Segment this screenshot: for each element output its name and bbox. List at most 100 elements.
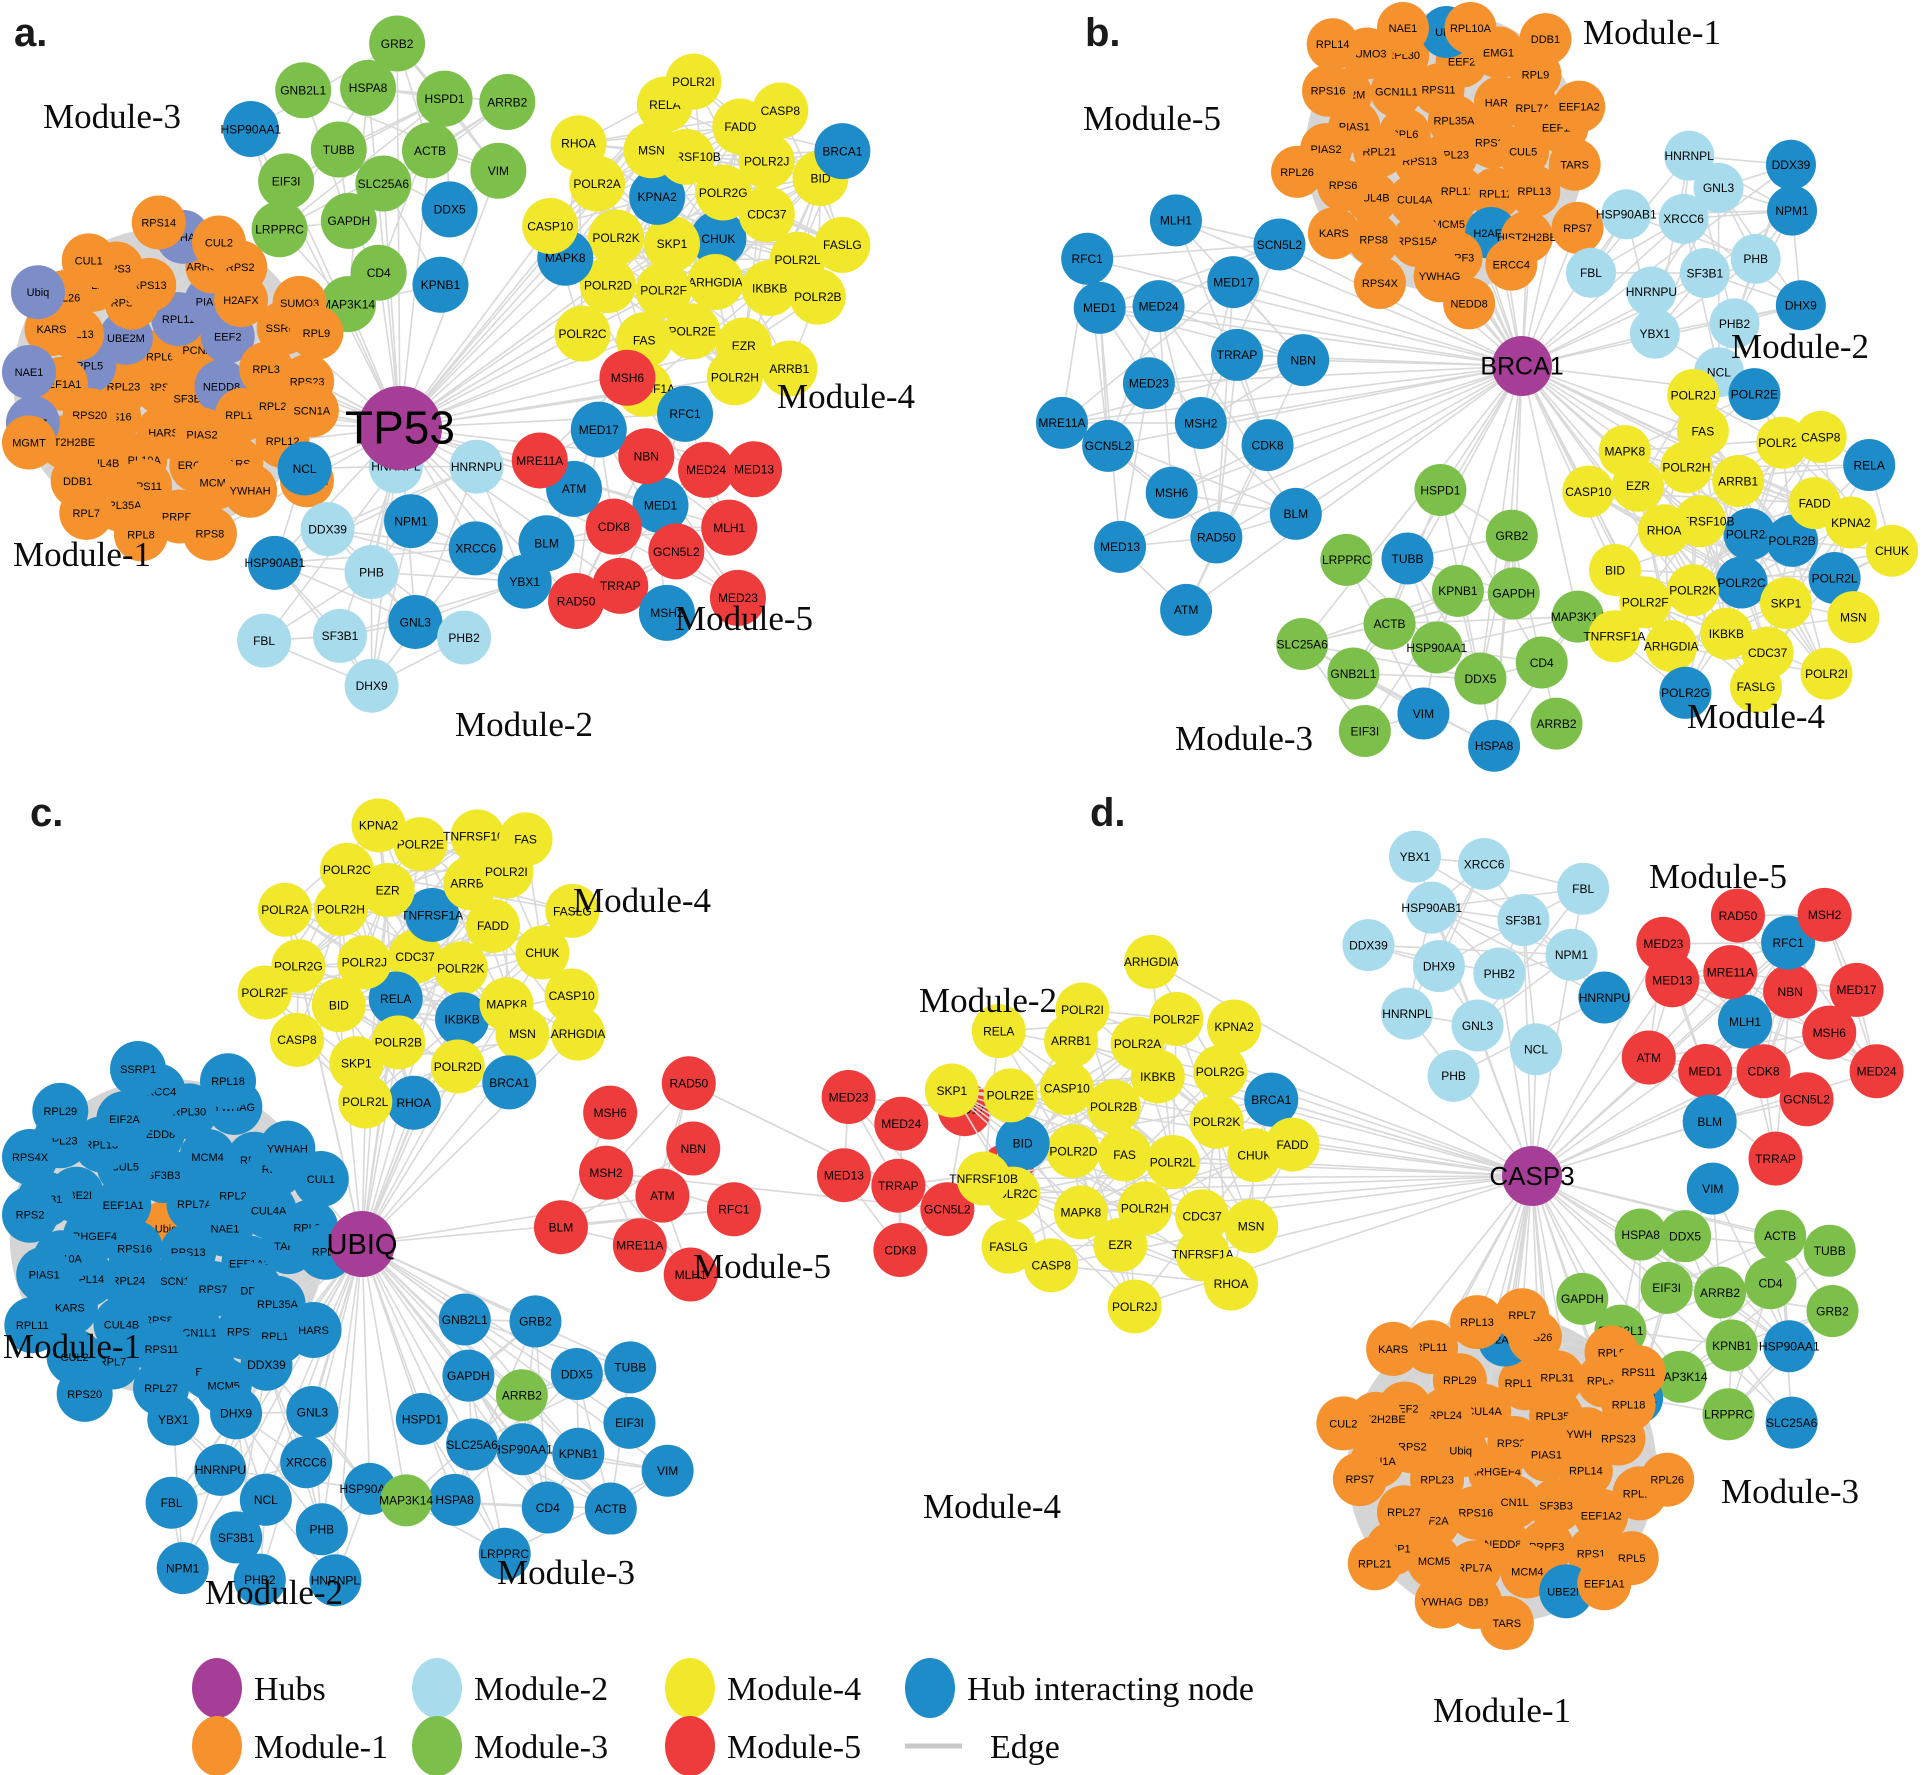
- hub-edge: [181, 1243, 363, 1569]
- module-label-module-3: Module-3: [43, 97, 181, 136]
- node-circle-KPNB1: [1431, 564, 1484, 617]
- hub-edge: [399, 427, 621, 587]
- module-label-module-1: Module-1: [1433, 1691, 1571, 1730]
- node-circle-FADD: [1265, 1117, 1320, 1172]
- node-circle-IKBKB: [435, 992, 490, 1047]
- node-circle-NEDD8: [1443, 277, 1496, 330]
- node-FASLG: FASLG: [981, 1219, 1036, 1274]
- node-circle-DHX9: [344, 658, 399, 713]
- node-ARRB2: ARRB2: [495, 1369, 548, 1422]
- node-circle-NPM1: [156, 1542, 209, 1595]
- hub-edge: [1158, 305, 1523, 367]
- node-circle-MED24: [678, 441, 735, 498]
- node-circle-KPNA2: [351, 798, 406, 853]
- node-circle-POLR2G: [1193, 1044, 1248, 1099]
- node-circle-RHOA: [1204, 1256, 1259, 1311]
- node-CUL2: CUL2: [1316, 1396, 1371, 1451]
- node-circle-VIM: [1686, 1162, 1739, 1215]
- node-circle-CD4: [521, 1481, 574, 1534]
- node-circle-VIM: [1397, 687, 1450, 740]
- node-circle-GNL3: [1451, 999, 1504, 1052]
- node-circle-SKP1: [924, 1063, 979, 1118]
- node-circle-TNFRSF10B: [956, 1151, 1011, 1206]
- node-MRE11A: MRE11A: [1703, 945, 1758, 1000]
- node-circle-YWHAH: [223, 463, 278, 518]
- node-circle-BRCA1: [814, 123, 871, 180]
- module-label-module-5: Module-5: [1083, 99, 1221, 138]
- node-ARRB2: ARRB2: [1530, 697, 1583, 750]
- node-circle-POLR2J: [1667, 368, 1720, 421]
- node-circle-CUL1: [61, 233, 116, 288]
- node-RELA: RELA: [1843, 439, 1896, 492]
- node-circle-RPL21: [1347, 1536, 1402, 1591]
- node-CASP8: CASP8: [1794, 411, 1847, 464]
- node-YBX1: YBX1: [147, 1393, 200, 1446]
- node-MSH2: MSH2: [1174, 396, 1227, 449]
- hub-edge: [1531, 1175, 1790, 1347]
- node-circle-PHB2: [233, 1553, 286, 1606]
- node-circle-MED23: [1636, 916, 1691, 971]
- legend-item-hubs: Hubs: [192, 1658, 326, 1718]
- hub-edge: [1301, 365, 1523, 645]
- node-circle-FASLG: [545, 883, 600, 938]
- node-circle-LRPPRC: [478, 1527, 531, 1580]
- node-circle-POLR2H: [706, 349, 763, 406]
- node-MLH1: MLH1: [701, 499, 758, 556]
- edge: [1012, 1193, 1136, 1308]
- node-POLR2D: POLR2D: [430, 1039, 485, 1094]
- node-circle-DDX5: [1454, 652, 1507, 705]
- node-circle-ARHGDIA: [551, 1006, 606, 1061]
- node-circle-RPS11: [133, 1320, 190, 1377]
- node-POLR2E: POLR2E: [1728, 368, 1781, 421]
- node-circle-NBN: [1277, 334, 1330, 387]
- edge: [302, 89, 499, 172]
- node-KPNA2: KPNA2: [351, 798, 406, 853]
- node-circle-MCM4: [179, 1129, 236, 1186]
- node-circle-RELA: [1843, 439, 1896, 492]
- node-CDK8: CDK8: [1241, 419, 1294, 472]
- node-DHX9: DHX9: [344, 658, 399, 713]
- node-PHB2: PHB2: [437, 610, 492, 665]
- node-BLM: BLM: [518, 515, 575, 572]
- node-circle-HNRNPL: [1380, 987, 1433, 1040]
- node-circle-DHX9: [1775, 280, 1826, 331]
- node-POLR2I: POLR2I: [1800, 647, 1853, 700]
- node-SCN5L2: SCN5L2: [1253, 218, 1306, 271]
- legend-label: Hub interacting node: [967, 1671, 1254, 1708]
- node-circle-PHB: [344, 545, 399, 600]
- node-MAPK8: MAPK8: [1598, 425, 1651, 478]
- node-POLR2E: POLR2E: [664, 303, 721, 360]
- hub-edge: [321, 1243, 363, 1530]
- node-DDX39: DDX39: [1765, 139, 1816, 190]
- legend-label: Hubs: [254, 1671, 326, 1708]
- node-circle-ACTB: [401, 122, 458, 179]
- node-YWHAG: YWHAG: [1414, 1574, 1469, 1629]
- node-PHB: PHB: [1427, 1049, 1480, 1102]
- node-circle-CDK8: [1736, 1044, 1791, 1099]
- node-YBX1: YBX1: [1388, 830, 1441, 883]
- node-circle-POLR2I: [1800, 647, 1853, 700]
- edge: [1061, 281, 1234, 424]
- node-circle-RAD50: [1710, 888, 1765, 943]
- node-circle-MED24: [1132, 280, 1185, 333]
- node-RHOA: RHOA: [386, 1075, 441, 1130]
- node-circle-HNRNPL: [309, 1554, 362, 1607]
- node-circle-ERCC4: [1485, 238, 1538, 291]
- node-circle-ARHGDIA: [1124, 934, 1179, 989]
- node-circle-DDX5: [421, 181, 478, 238]
- node-POLR2J: POLR2J: [1107, 1279, 1162, 1334]
- node-RPL9: RPL9: [289, 305, 344, 360]
- node-circle-TRRAP: [1210, 328, 1263, 381]
- node-SCN1A: SCN1A: [284, 383, 339, 438]
- node-BLM: BLM: [1269, 487, 1322, 540]
- node-circle-RPL13: [1508, 165, 1561, 218]
- panel-c: CDC37POLR2KRELATNFRSF1AIKBKBPOLR2JFADDPO…: [2, 791, 1034, 1612]
- node-circle-ARRB2: [495, 1369, 548, 1422]
- node-circle-MSH6: [1145, 466, 1198, 519]
- node-circle-HSP90AA1: [1763, 1320, 1816, 1373]
- node-MED1: MED1: [1678, 1043, 1733, 1098]
- node-circle-HSPA8: [340, 59, 397, 116]
- node-circle-POLR2D: [430, 1039, 485, 1094]
- node-EIF3I: EIF3I: [258, 153, 315, 210]
- node-TUBB: TUBB: [1381, 532, 1434, 585]
